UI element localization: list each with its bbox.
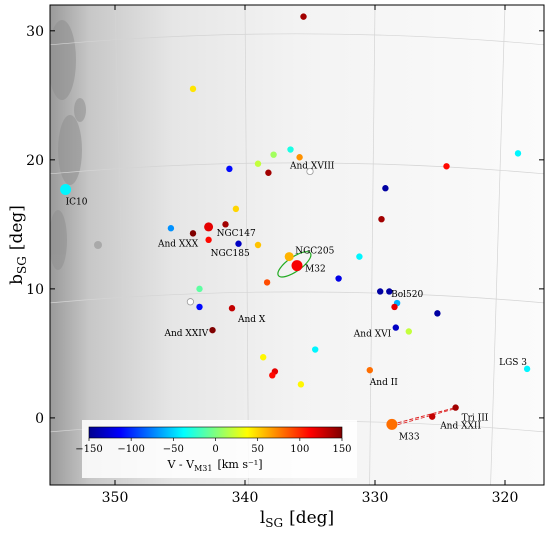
data-point — [196, 285, 203, 293]
y-tick-label: 20 — [26, 153, 44, 169]
data-point — [189, 85, 197, 93]
data-point — [209, 326, 216, 334]
data-point — [366, 366, 373, 374]
point-label: And X — [237, 315, 266, 325]
x-tick-label: 320 — [492, 490, 519, 506]
point-label: NGC147 — [217, 229, 256, 239]
colorbar-tick-label: −150 — [75, 444, 102, 455]
colorbar-tick-label: 0 — [212, 444, 218, 455]
data-point — [254, 241, 262, 249]
colorbar-tick-label: 150 — [332, 444, 351, 455]
data-point — [232, 205, 240, 213]
colorbar-tick-label: −50 — [163, 444, 184, 455]
grid-line-l — [114, 5, 128, 485]
data-point — [386, 418, 398, 430]
point-label: M32 — [305, 265, 326, 275]
data-point — [405, 328, 412, 335]
data-point — [377, 288, 384, 295]
data-point — [392, 324, 399, 331]
data-point — [269, 372, 276, 379]
data-point — [523, 365, 531, 373]
m33-connector-2 — [391, 408, 456, 427]
data-point — [434, 310, 441, 317]
colorbar: −150 −100 −50 0 50 100 150 V - VM31 [km s⁻¹] — [75, 420, 357, 478]
colorbar-tick-label: 50 — [251, 444, 264, 455]
colorbar-tick-label: −100 — [117, 444, 144, 455]
data-point — [270, 151, 277, 158]
point-label: And XXIV — [164, 329, 209, 339]
sky-background — [50, 5, 544, 485]
data-point — [235, 240, 242, 247]
data-point — [291, 260, 303, 272]
x-axis-title: lSG [deg] — [260, 508, 334, 530]
data-point — [222, 221, 229, 228]
data-point — [429, 413, 436, 420]
y-axis-title: bSG[deg] — [7, 205, 29, 285]
point-label: Tri III — [462, 414, 489, 424]
data-point — [306, 167, 314, 176]
data-point — [167, 225, 175, 232]
point-label: And II — [369, 378, 398, 388]
data-point — [226, 165, 233, 173]
plot-area: IC10 And XVIII NGC147 And XXX NGC185 NGC205 M3… — [50, 5, 544, 485]
data-point — [265, 169, 272, 176]
data-point — [228, 305, 236, 312]
point-label: M33 — [399, 432, 420, 442]
data-point — [263, 279, 271, 286]
data-point — [356, 253, 363, 260]
y-tick-label: 10 — [26, 282, 44, 298]
data-point — [300, 13, 307, 20]
data-point — [254, 160, 262, 167]
grid-line-l — [369, 5, 376, 485]
grid-line-l — [244, 5, 249, 485]
data-point — [196, 303, 203, 311]
data-point — [60, 184, 72, 196]
point-label: And XXX — [157, 239, 199, 249]
data-point — [287, 146, 294, 153]
data-point — [186, 298, 194, 306]
m33-connector — [391, 407, 456, 425]
point-label: Bol520 — [391, 290, 423, 300]
grid-line-b — [50, 291, 544, 304]
data-point — [297, 381, 305, 388]
point-label: And XVIII — [289, 161, 335, 171]
data-point — [378, 215, 385, 223]
data-point — [312, 346, 319, 353]
data-point — [443, 163, 450, 170]
data-point — [452, 404, 459, 411]
point-label: NGC185 — [211, 249, 250, 259]
point-label: And XVI — [353, 330, 392, 340]
plot-frame — [49, 4, 545, 486]
x-tick-label: 350 — [102, 490, 129, 506]
grid-line-b — [50, 162, 544, 175]
data-point — [391, 303, 398, 311]
y-tick-label: 0 — [35, 411, 44, 427]
colorbar-title: V - VM31 [km s⁻¹] — [166, 458, 262, 473]
colorbar-tick-label: 100 — [290, 444, 309, 455]
data-point — [335, 275, 342, 282]
data-point — [204, 222, 214, 232]
x-tick-label: 340 — [232, 490, 259, 506]
axis-ticks: 350 340 330 320 0 10 20 30 — [26, 5, 544, 506]
milky-way-blotches — [50, 20, 102, 270]
grid-line-l — [490, 5, 506, 485]
data-point — [260, 354, 267, 361]
data-point — [386, 288, 393, 295]
data-point — [205, 236, 212, 244]
data-point — [189, 230, 197, 237]
colorbar-gradient — [88, 426, 343, 439]
y-tick-label: 30 — [26, 24, 44, 40]
point-label: LGS 3 — [499, 358, 527, 368]
chart-grid — [50, 5, 544, 485]
data-point — [382, 185, 389, 192]
data-point — [284, 252, 294, 262]
grid-line-b — [50, 33, 544, 46]
data-point — [296, 154, 303, 161]
point-label: IC10 — [66, 198, 88, 208]
x-tick-label: 330 — [362, 490, 389, 506]
point-label: NGC205 — [295, 247, 334, 257]
point-label: And XXII — [439, 422, 481, 432]
data-point — [514, 150, 522, 157]
